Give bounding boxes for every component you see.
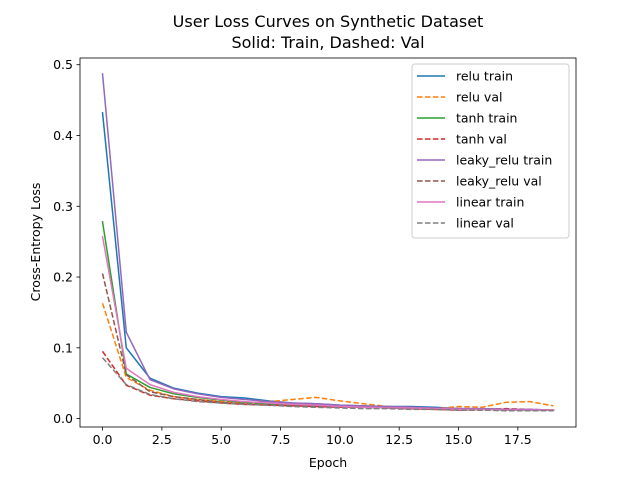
legend-label: leaky_relu val: [456, 174, 542, 189]
x-tick-label: 12.5: [385, 432, 413, 447]
series-line-linear-val: [101, 357, 554, 412]
x-axis-ticks: 0.0 2.5 5.0 7.5 10.0 12.5 15.0 17.5: [93, 427, 532, 447]
x-tick-label: 5.0: [211, 432, 231, 447]
y-tick-label: 0.4: [53, 128, 73, 143]
x-tick-label: 10.0: [326, 432, 354, 447]
legend-label: relu train: [456, 69, 513, 84]
y-tick-label: 0.3: [53, 199, 73, 214]
y-tick-label: 0.2: [53, 270, 73, 285]
y-axis-ticks: 0.0 0.1 0.2 0.3 0.4 0.5: [53, 57, 80, 426]
x-tick-label: 15.0: [445, 432, 473, 447]
x-tick-label: 2.5: [152, 432, 172, 447]
x-tick-label: 7.5: [271, 432, 291, 447]
legend-label: tanh train: [456, 111, 517, 126]
plot-area: [79, 57, 577, 428]
legend-label: tanh val: [456, 132, 507, 147]
legend-items: relu train relu val tanh train tanh val leak…: [417, 69, 552, 231]
legend-label: leaky_relu train: [456, 153, 552, 168]
legend-label: linear val: [456, 216, 514, 231]
legend-label: relu val: [456, 90, 502, 105]
legend-box: [411, 63, 570, 239]
chart-subtitle: Solid: Train, Dashed: Val: [231, 33, 424, 52]
y-tick-label: 0.5: [53, 57, 73, 72]
y-tick-label: 0.1: [53, 340, 73, 355]
chart-title: User Loss Curves on Synthetic Dataset: [173, 12, 484, 31]
x-tick-label: 0.0: [93, 432, 113, 447]
legend-label: linear train: [456, 195, 524, 210]
y-axis-label: Cross-Entropy Loss: [28, 183, 43, 302]
x-tick-label: 17.5: [504, 432, 532, 447]
x-axis-label: Epoch: [309, 455, 347, 470]
series-lines: [101, 73, 555, 412]
y-tick-label: 0.0: [53, 411, 73, 426]
axes-frame: [79, 57, 577, 428]
legend: relu train relu val tanh train tanh val leak…: [411, 63, 570, 239]
